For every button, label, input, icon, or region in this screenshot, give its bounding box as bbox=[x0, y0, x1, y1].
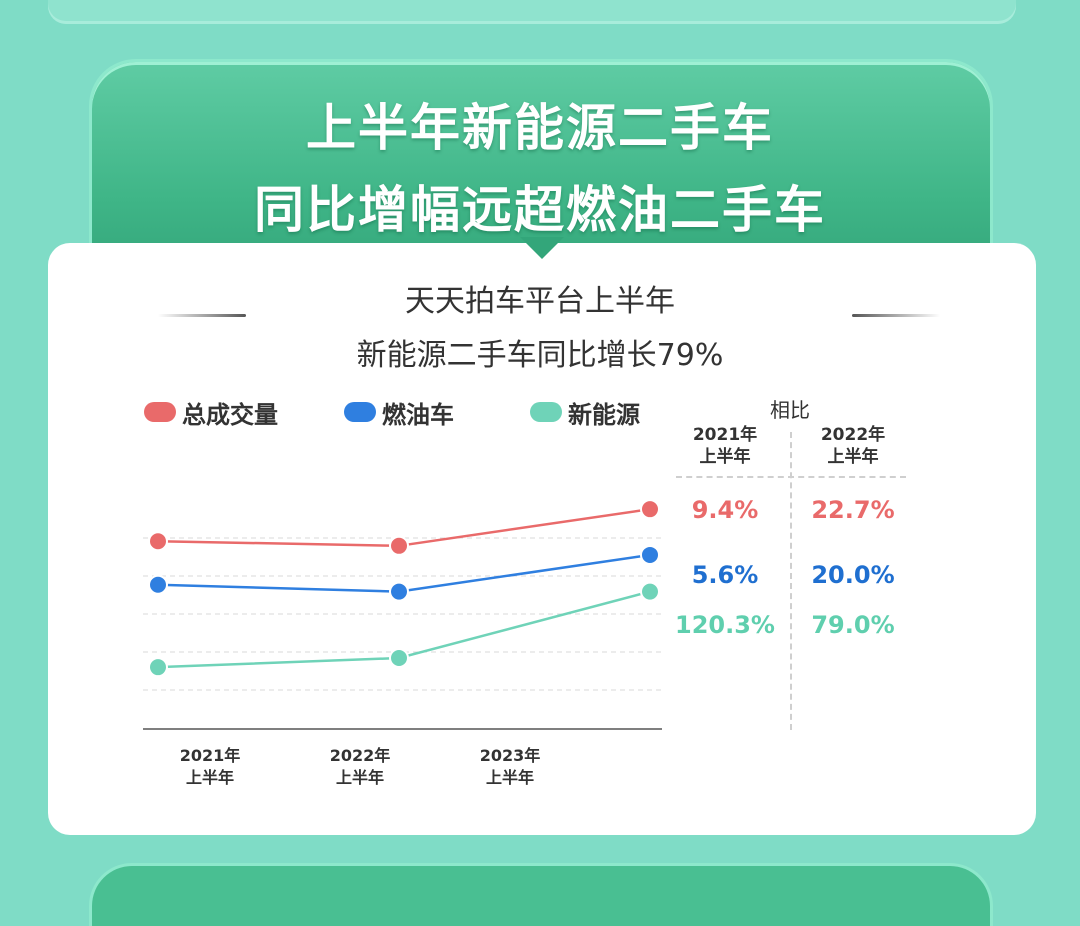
legend-total: 总成交量 bbox=[144, 395, 278, 429]
comparison-header-divider bbox=[676, 476, 906, 478]
legend-fuel: 燃油车 bbox=[344, 395, 454, 429]
decorative-line-right bbox=[852, 314, 940, 317]
page-title-line2: 同比增幅远超燃油二手车 bbox=[254, 181, 826, 239]
line-chart bbox=[143, 499, 662, 730]
x-tick-2021-period: 上半年 bbox=[185, 768, 234, 787]
data-point-nev-1 bbox=[389, 648, 409, 669]
x-tick-2023-period: 上半年 bbox=[485, 768, 534, 787]
legend-swatch-nev bbox=[530, 402, 562, 422]
chart-subtitle-line2: 新能源二手车同比增长79% bbox=[356, 338, 724, 373]
comparison-col-2022-year: 2022年 bbox=[820, 425, 886, 445]
x-tick-2022-period: 上半年 bbox=[335, 768, 384, 787]
x-tick-2023: 2023年 上半年 bbox=[450, 745, 570, 789]
legend-label-nev: 新能源 bbox=[568, 400, 640, 429]
previous-section-card bbox=[48, 0, 1016, 24]
data-point-total-0 bbox=[148, 531, 168, 552]
data-point-nev-2 bbox=[640, 581, 660, 602]
x-tick-2023-year: 2023年 bbox=[479, 746, 541, 765]
comparison-column-divider bbox=[790, 432, 792, 730]
comparison-total-2022: 22.7% bbox=[811, 496, 895, 524]
legend-nev: 新能源 bbox=[530, 395, 640, 429]
comparison-fuel-2022: 20.0% bbox=[811, 561, 895, 589]
comparison-col-2021: 2021年 上半年 bbox=[670, 424, 780, 468]
comparison-heading: 相比 bbox=[770, 398, 810, 422]
comparison-col-2021-period: 上半年 bbox=[699, 447, 751, 467]
comparison-col-2022-period: 上半年 bbox=[827, 447, 879, 467]
comparison-col-2022: 2022年 上半年 bbox=[798, 424, 908, 468]
data-point-nev-0 bbox=[148, 657, 168, 678]
x-tick-2021-year: 2021年 bbox=[179, 746, 241, 765]
data-point-fuel-1 bbox=[389, 581, 409, 602]
comparison-total-2021: 9.4% bbox=[691, 496, 759, 524]
x-tick-2022-year: 2022年 bbox=[329, 746, 391, 765]
comparison-col-2021-year: 2021年 bbox=[692, 425, 758, 445]
comparison-nev-2022: 79.0% bbox=[811, 611, 895, 639]
next-section-card bbox=[92, 866, 990, 926]
legend-swatch-total bbox=[144, 402, 176, 422]
x-tick-2021: 2021年 上半年 bbox=[150, 745, 270, 789]
legend-label-fuel: 燃油车 bbox=[382, 400, 454, 429]
banner-pointer bbox=[520, 237, 564, 259]
comparison-fuel-2021: 5.6% bbox=[691, 561, 759, 589]
data-point-total-2 bbox=[640, 499, 660, 520]
data-point-total-1 bbox=[389, 535, 409, 556]
legend-label-total: 总成交量 bbox=[182, 400, 278, 429]
x-tick-2022: 2022年 上半年 bbox=[300, 745, 420, 789]
comparison-nev-2021: 120.3% bbox=[675, 611, 775, 639]
legend-swatch-fuel bbox=[344, 402, 376, 422]
chart-panel bbox=[48, 243, 1036, 835]
data-point-fuel-2 bbox=[640, 544, 660, 565]
page-title-line1: 上半年新能源二手车 bbox=[306, 99, 774, 157]
data-point-fuel-0 bbox=[148, 574, 168, 595]
chart-subtitle-line1: 天天拍车平台上半年 bbox=[405, 284, 675, 319]
decorative-line-left bbox=[158, 314, 246, 317]
